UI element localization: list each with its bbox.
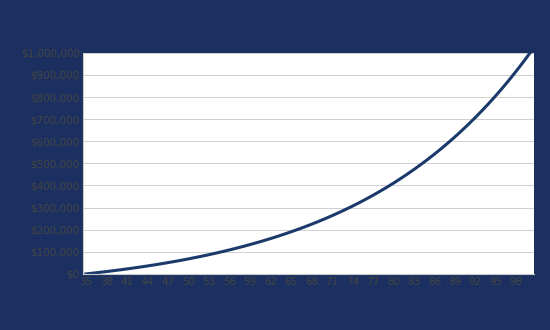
Title: CONTRIBUTIONS OF $3,390/YEAR AT 4% GROWTH, AGE 35-100: CONTRIBUTIONS OF $3,390/YEAR AT 4% GROWT…: [50, 30, 550, 45]
Text: © Michael Kitces, www.kitces.com: © Michael Kitces, www.kitces.com: [378, 316, 534, 325]
X-axis label: Age: Age: [295, 292, 321, 305]
Y-axis label: Policy Value: Policy Value: [2, 123, 15, 203]
